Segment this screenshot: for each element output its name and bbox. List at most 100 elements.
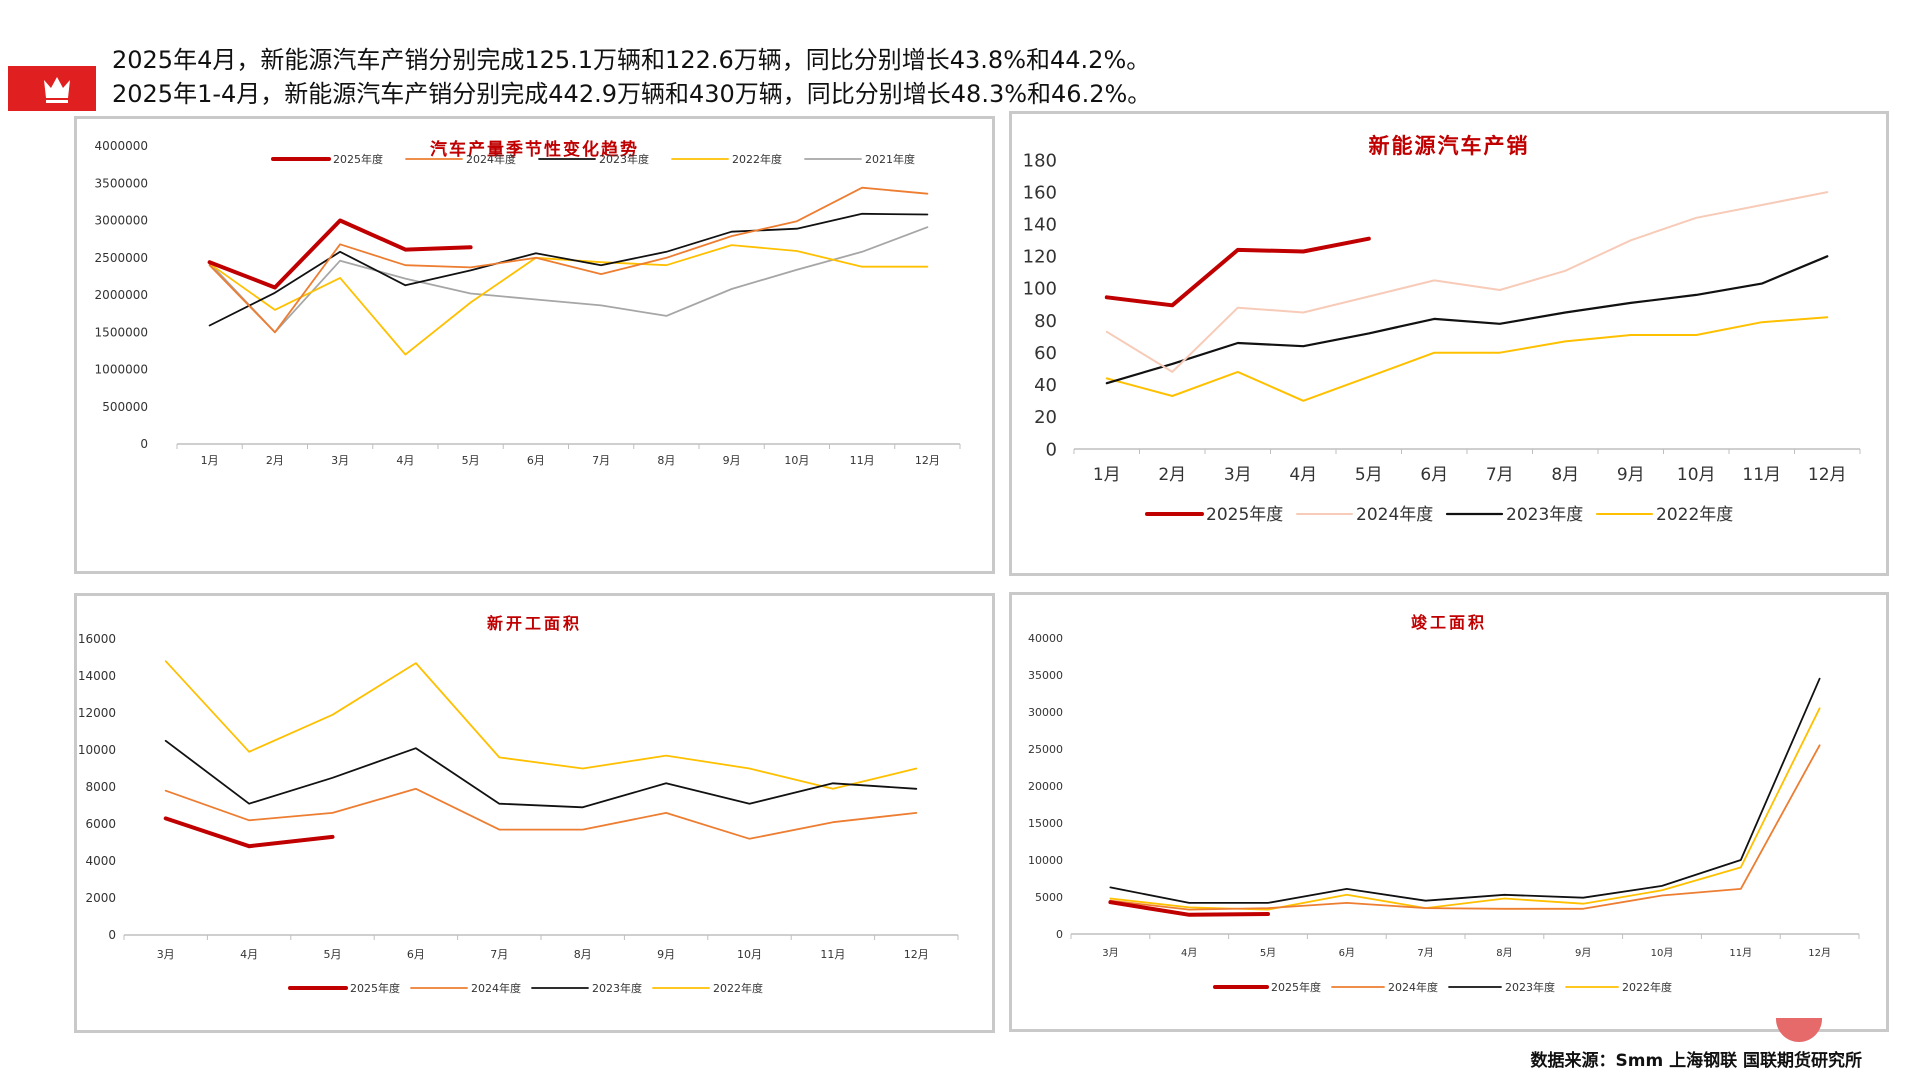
x-tick-label: 3月: [1224, 465, 1252, 485]
y-tick-label: 14000: [78, 669, 116, 683]
y-tick-label: 2000000: [95, 288, 148, 302]
y-tick-label: 100: [1023, 279, 1057, 300]
y-tick-label: 40000: [1028, 632, 1063, 645]
y-tick-label: 120: [1023, 247, 1057, 268]
y-tick-label: 4000000: [95, 139, 148, 153]
legend-label: 2025年度: [350, 981, 400, 995]
x-tick-label: 7月: [592, 454, 610, 467]
y-tick-label: 2500000: [95, 251, 148, 265]
chart-svg: 0 500000 1000000 1500000 2000000 2500000 30000…: [95, 139, 961, 467]
legend-label: 2024年度: [471, 981, 521, 995]
x-tick-label: 6月: [1420, 465, 1448, 485]
legend-label: 2022年度: [732, 152, 782, 166]
x-tick-label: 7月: [490, 948, 508, 961]
y-tick-label: 80: [1034, 311, 1057, 332]
legend-label: 2024年度: [1356, 505, 1433, 525]
y-tick-label: 60: [1034, 343, 1057, 364]
legend-label: 2023年度: [1505, 980, 1555, 994]
legend-label: 2022年度: [1622, 980, 1672, 994]
series-line-2025年度: [207, 218, 473, 290]
x-tick-label: 11月: [820, 948, 845, 961]
x-tick-label: 7月: [1417, 947, 1433, 959]
chart-title: 汽车产量季节性变化趋势: [430, 140, 639, 160]
series-line-2022年度: [208, 244, 929, 356]
x-tick-label: 8月: [1496, 947, 1512, 959]
x-tick-label: 1月: [1093, 465, 1121, 485]
y-tick-label: 500000: [102, 400, 148, 414]
series-line-2022年度: [1105, 316, 1829, 402]
chart-title: 竣工面积: [1410, 613, 1487, 632]
x-tick-label: 6月: [1339, 947, 1355, 959]
y-tick-label: 15000: [1028, 817, 1063, 830]
chart-svg: 0 2000 4000 6000 8000 10000 12000 14000 16000 3月 4…: [78, 632, 959, 995]
y-tick-label: 10000: [1028, 854, 1063, 867]
series-line-2023年度: [208, 212, 929, 327]
series-line-2025年度: [163, 816, 335, 849]
x-tick-label: 9月: [657, 948, 675, 961]
chart-svg: 0 20 40 60 80 100 120 140 160 180 1月 2月 3月 4月 5月 6月 7月 8月…: [1023, 150, 1861, 525]
y-tick-label: 35000: [1028, 669, 1063, 682]
chart-panel-nev: 新能源汽车产销 0 20 40 60 80 100 120 140 160 180 1月 2月 3月 4月…: [1009, 111, 1889, 576]
series-line-2024年度: [1105, 191, 1829, 373]
series-line-2025年度: [1108, 900, 1270, 917]
x-tick-label: 8月: [574, 948, 592, 961]
y-tick-label: 3500000: [95, 176, 148, 190]
y-tick-label: 12000: [78, 706, 116, 720]
y-tick-label: 16000: [78, 632, 116, 646]
legend-label: 2022年度: [713, 981, 763, 995]
x-tick-label: 10月: [1677, 465, 1716, 485]
legend-label: 2021年度: [865, 152, 915, 166]
y-tick-label: 8000: [85, 780, 116, 794]
x-tick-label: 4月: [1181, 947, 1197, 959]
headline-april: 2025年4月，新能源汽车产销分别完成125.1万辆和122.6万辆，同比分别增…: [112, 46, 1151, 74]
x-tick-label: 10月: [737, 948, 762, 961]
chart-title: 新能源汽车产销: [1368, 133, 1530, 158]
data-source: 数据来源：Smm 上海钢联 国联期货研究所: [1530, 1051, 1862, 1071]
series-line-2022年度: [1109, 707, 1821, 911]
x-tick-label: 4月: [396, 454, 414, 467]
x-tick-label: 3月: [331, 454, 349, 467]
x-tick-label: 9月: [1575, 947, 1591, 959]
y-tick-label: 0: [1056, 928, 1063, 941]
legend-label: 2024年度: [1388, 980, 1438, 994]
x-tick-label: 5月: [462, 454, 480, 467]
y-tick-label: 4000: [85, 854, 116, 868]
legend-label: 2023年度: [592, 981, 642, 995]
x-tick-label: 3月: [157, 948, 175, 961]
y-tick-label: 5000: [1035, 891, 1063, 904]
crown-icon: [44, 77, 70, 103]
x-tick-label: 5月: [324, 948, 342, 961]
series-line-2021年度: [208, 226, 929, 334]
y-tick-label: 140: [1023, 215, 1057, 236]
x-tick-label: 10月: [1651, 947, 1674, 959]
x-tick-label: 11月: [1742, 465, 1781, 485]
x-tick-label: 9月: [723, 454, 741, 467]
crown-badge: [8, 66, 96, 111]
y-tick-label: 10000: [78, 743, 116, 757]
legend-label: 2023年度: [1506, 505, 1583, 525]
x-tick-label: 4月: [240, 948, 258, 961]
legend-label: 2025年度: [333, 152, 383, 166]
chart-panel-auto-production: 汽车产量季节性变化趋势 0 500000 1000000 1500000 2000000…: [74, 116, 995, 574]
x-tick-label: 12月: [1808, 465, 1847, 485]
series-line-2023年度: [1109, 677, 1821, 904]
series-line-2023年度: [1105, 255, 1829, 385]
x-tick-label: 5月: [1260, 947, 1276, 959]
series-line-2024年度: [164, 787, 918, 840]
x-tick-label: 12月: [904, 948, 929, 961]
legend-label: 2025年度: [1206, 505, 1283, 525]
x-tick-label: 6月: [407, 948, 425, 961]
chart-panel-completion: 竣工面积 0 5000 10000 15000 20000 25000 30000 35000…: [1009, 592, 1889, 1032]
legend-label: 2023年度: [599, 152, 649, 166]
chart-svg: 0 5000 10000 15000 20000 25000 30000 35000 40000…: [1028, 632, 1860, 994]
chart-panel-new-construction: 新开工面积 0 2000 4000 6000 8000 10000 12000 14000 16…: [74, 593, 995, 1033]
legend-label: 2024年度: [466, 152, 516, 166]
x-tick-label: 10月: [784, 454, 809, 467]
x-tick-label: 9月: [1617, 465, 1645, 485]
y-tick-label: 20000: [1028, 780, 1063, 793]
x-tick-label: 8月: [1551, 465, 1579, 485]
x-tick-label: 8月: [657, 454, 675, 467]
x-tick-label: 3月: [1102, 947, 1118, 959]
legend-label: 2025年度: [1271, 980, 1321, 994]
series-line-2025年度: [1104, 236, 1371, 308]
